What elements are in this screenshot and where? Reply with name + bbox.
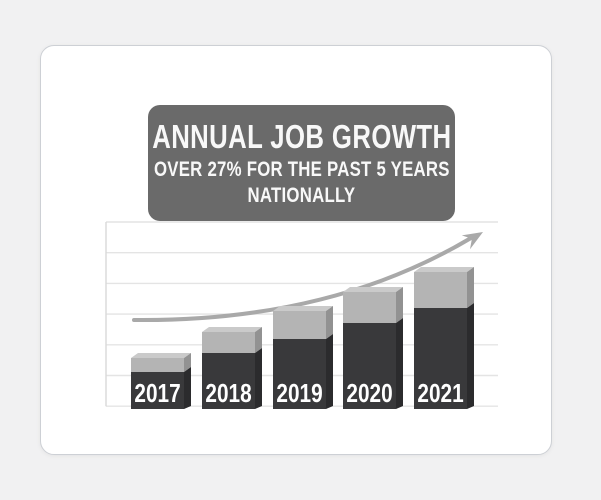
bar-top-face: [414, 267, 474, 272]
bar-body-front: [131, 372, 184, 409]
bar-2020: 2020: [343, 287, 403, 409]
title-line-1: ANNUAL JOB GROWTH: [151, 118, 452, 155]
bars-group: 2017 2018 2019 2020 2021: [131, 267, 474, 409]
bar-body-side-face: [255, 348, 262, 409]
bar-cap-side-face: [326, 306, 333, 339]
title-line-2: OVER 27% FOR THE PAST 5 YEARS: [153, 158, 450, 181]
bar-cap-side-face: [467, 267, 474, 308]
trend-arrow-shaft: [132, 236, 473, 323]
bar-body-side-face: [467, 303, 474, 409]
bar-label-2021: 2021: [417, 379, 463, 408]
bar-body-front: [414, 308, 467, 409]
title-line-3: NATIONALLY: [247, 184, 356, 207]
bar-body-side-face: [396, 318, 403, 409]
bar-label-2019: 2019: [276, 379, 322, 408]
bar-2018: 2018: [202, 327, 262, 409]
bar-cap-side-face: [396, 287, 403, 323]
bar-2019: 2019: [273, 306, 333, 409]
bar-body-side-face: [184, 367, 191, 409]
bar-cap-side-face: [255, 327, 262, 353]
bar-cap-front: [343, 292, 396, 323]
bar-label-2018: 2018: [205, 379, 251, 408]
bar-label-2017: 2017: [134, 379, 180, 408]
title-box: ANNUAL JOB GROWTH OVER 27% FOR THE PAST …: [148, 105, 455, 221]
bar-top-face: [273, 306, 333, 311]
bar-label-2020: 2020: [346, 379, 392, 408]
bar-body-front: [202, 353, 255, 409]
bar-cap-front: [414, 272, 467, 308]
bar-cap-side-face: [184, 353, 191, 372]
bar-body-front: [273, 339, 326, 409]
bar-cap-front: [131, 358, 184, 372]
bar-body-front: [343, 323, 396, 409]
bar-top-face: [202, 327, 262, 332]
bar-body-side-face: [326, 334, 333, 409]
bar-cap-front: [202, 332, 255, 353]
bar-cap-front: [273, 311, 326, 339]
bar-top-face: [343, 287, 403, 292]
bar-2021: 2021: [414, 267, 474, 409]
bar-top-face: [131, 353, 191, 358]
bar-2017: 2017: [131, 353, 191, 409]
trend-arrow-head: [461, 232, 483, 250]
